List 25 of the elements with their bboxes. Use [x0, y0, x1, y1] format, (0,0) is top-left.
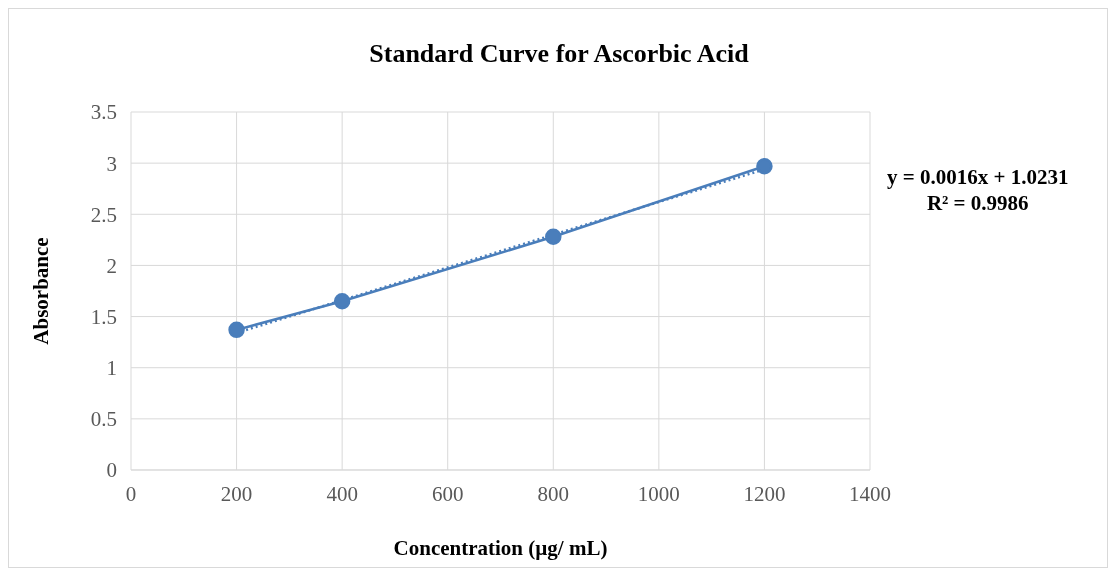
text: R² = 0.9986: [925, 190, 1030, 216]
x-tick-label: 1400: [849, 481, 891, 506]
y-tick-label: 1: [106, 356, 117, 381]
x-tick-label: 1200: [743, 481, 786, 506]
point: [333, 292, 351, 310]
y-tick-label: 1.5: [90, 305, 117, 330]
point: [756, 157, 773, 175]
x-tick-label: 0: [125, 481, 137, 506]
y-axis-title: Absorbance: [29, 237, 54, 345]
x-tick-label: 400: [326, 481, 358, 506]
y-tick-label: 2.5: [90, 202, 117, 227]
y-tick-label: 2: [106, 253, 117, 278]
y-tick-label: 3: [106, 151, 117, 176]
x-tick-label: 1000: [637, 481, 680, 506]
x-axis-title: Concentration (µg/ mL): [393, 536, 608, 560]
point: [545, 228, 562, 246]
x-tick-label: 600: [431, 481, 464, 506]
x-tick-label: 800: [537, 481, 570, 506]
y-tick-label: 0: [106, 458, 117, 483]
y-tick-label: 0.5: [90, 407, 117, 432]
point: [228, 321, 245, 339]
x-tick-label: 200: [220, 481, 253, 506]
text: y = 0.0016x + 1.0231: [887, 164, 1069, 190]
y-tick-label: 3.5: [90, 100, 117, 125]
chart-title: Standard Curve for Ascorbic Acid: [368, 39, 750, 69]
